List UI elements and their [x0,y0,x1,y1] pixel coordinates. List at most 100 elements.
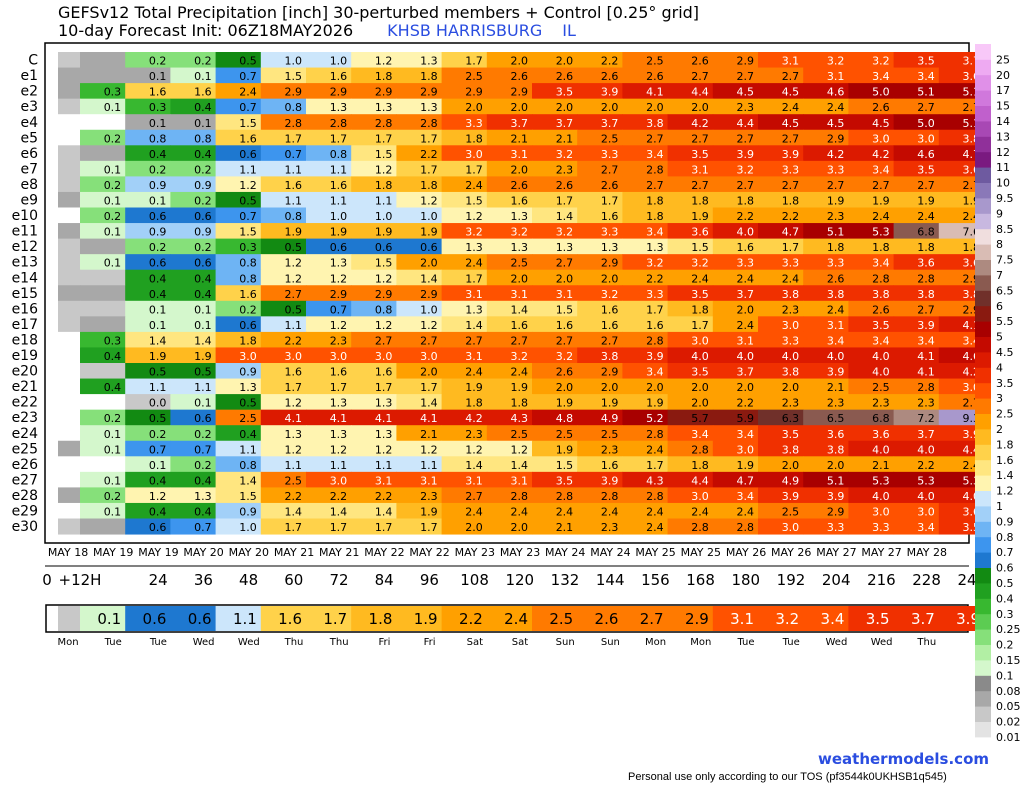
scale-swatch [975,136,991,153]
heat-cell [622,191,669,208]
heat-cell [667,67,714,84]
heat-cell [306,363,352,380]
heat-cell [938,83,985,100]
heat-cell [532,207,578,224]
heat-cell [306,487,352,504]
scale-label: 0.6 [996,562,1014,575]
heat-cell [667,363,714,380]
cell-value: 2.0 [556,272,574,285]
heat-cell [758,409,804,426]
heat-cell [170,114,217,131]
heat-cell [893,518,940,535]
cell-value: 3.0 [872,506,890,519]
heat-cell [577,347,623,364]
heat-cell [260,238,307,255]
heat-cell [125,363,171,380]
cell-value: 0.3 [104,334,122,347]
mean-value: 1.9 [414,610,438,628]
cell-value: 2.5 [782,506,800,519]
cell-value: 3.5 [556,474,574,487]
mean-value: 2.9 [685,610,709,628]
heat-cell [58,191,81,208]
heat-cell [441,207,488,224]
heat-cell [80,316,126,333]
heat-cell [306,347,352,364]
cell-value: 2.9 [737,55,755,68]
heat-cell [170,52,217,69]
cell-value: 0.2 [239,303,257,316]
cell-value: 2.9 [330,288,348,301]
heat-cell [532,456,578,473]
heat-cell [532,425,578,442]
cell-value: 2.2 [737,397,755,410]
cell-value: 4.1 [917,366,935,379]
cell-value: 1.4 [465,319,483,332]
heat-cell [758,176,804,193]
heat-cell [396,145,443,162]
date-tick-label: MAY 26 [726,546,766,559]
heat-cell [486,347,533,364]
cell-value: 0.4 [194,506,212,519]
heat-cell [577,363,623,380]
day-label: Mon [690,637,711,648]
heat-cell [848,487,895,504]
heat-cell [893,160,940,177]
cell-value: 3.3 [737,257,755,270]
cell-value: 0.9 [239,506,257,519]
heat-cell [577,300,623,317]
scale-swatch [975,613,991,630]
heat-cell [712,160,759,177]
day-label: Wed [193,637,215,648]
cell-value: 2.7 [691,70,709,83]
cell-value: 2.7 [601,163,619,176]
scale-swatch [975,44,991,60]
heat-cell [712,285,759,302]
site-link[interactable]: weathermodels.com [818,750,990,768]
heat-cell [532,394,578,411]
heat-cell [758,425,804,442]
cell-value: 2.8 [646,490,664,503]
heat-cell [893,425,940,442]
heat-cell [622,425,669,442]
cell-value: 2.7 [646,132,664,145]
scale-label: 20 [996,69,1010,82]
heat-cell [58,207,81,224]
heat-cell [712,518,759,535]
heat-cell [532,269,578,286]
heat-cell [622,285,669,302]
heat-cell [351,456,397,473]
scale-swatch [975,182,991,199]
heat-cell [577,471,623,488]
heat-cell [848,52,895,69]
scale-swatch [975,567,991,584]
cell-value: 0.8 [285,101,303,114]
heat-cell [80,456,126,473]
heat-cell [803,347,849,364]
heat-cell [396,238,443,255]
cell-value: 1.6 [239,288,257,301]
heat-cell [58,254,81,271]
heat-cell [396,518,443,535]
heat-cell [80,363,126,380]
cell-value: 2.3 [737,101,755,114]
heat-cell [803,129,849,146]
cell-value: 3.2 [556,350,574,363]
cell-value: 1.8 [917,241,935,254]
day-label: Tue [149,637,167,648]
cell-value: 0.2 [149,241,167,254]
heat-cell [532,347,578,364]
heat-cell [577,145,623,162]
cell-value: 1.7 [420,132,438,145]
heat-cell [170,300,217,317]
cell-value: 0.2 [149,55,167,68]
heat-cell [938,363,985,380]
cell-value: 4.3 [511,412,529,425]
cell-value: 2.0 [601,272,619,285]
cell-value: 0.1 [149,117,167,130]
heat-cell [260,440,307,457]
date-tick-label: MAY 19 [93,546,133,559]
heat-cell [80,114,126,131]
heat-cell [58,347,81,364]
heat-cell [215,207,262,224]
